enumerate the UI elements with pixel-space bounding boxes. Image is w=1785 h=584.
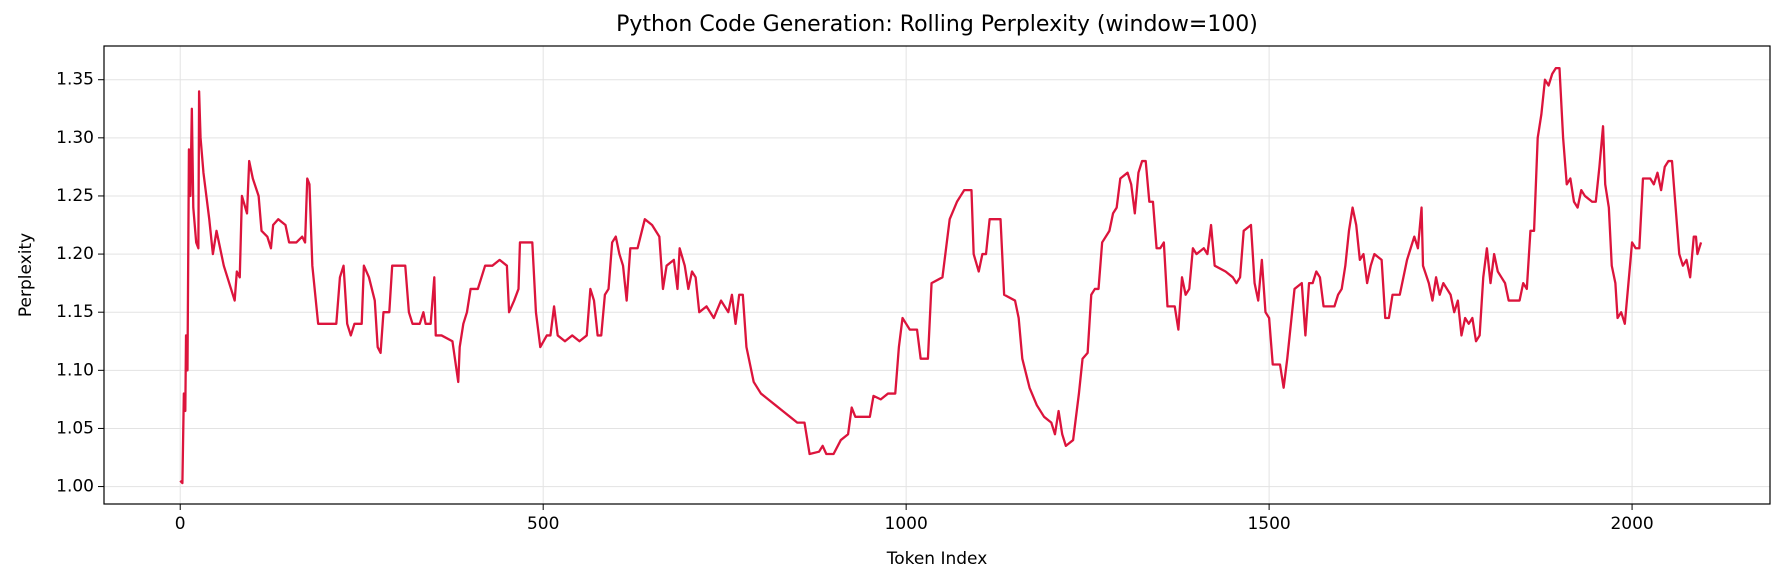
y-axis-label: Perplexity	[16, 233, 36, 317]
plot-frame	[103, 45, 1771, 505]
y-tick-label: 1.10	[56, 360, 94, 380]
y-tick-label: 1.15	[56, 302, 94, 322]
y-tick-label: 1.35	[56, 70, 94, 90]
y-tick-label: 1.05	[56, 418, 94, 438]
x-axis-label: Token Index	[886, 549, 988, 569]
x-tick-label: 1000	[885, 514, 928, 534]
x-tick-label: 2000	[1610, 514, 1653, 534]
y-tick-label: 1.20	[56, 244, 94, 264]
y-tick-label: 1.25	[56, 186, 94, 206]
y-tick-label: 1.00	[56, 477, 94, 497]
chart-title: Python Code Generation: Rolling Perplexi…	[616, 12, 1258, 37]
x-tick-label: 500	[527, 514, 559, 534]
y-tick-label: 1.30	[56, 128, 94, 148]
x-tick-label: 0	[175, 514, 186, 534]
x-tick-label: 1500	[1247, 514, 1290, 534]
data-line	[179, 66, 1703, 485]
